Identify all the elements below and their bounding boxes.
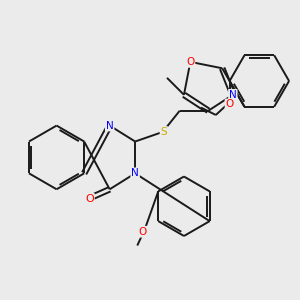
Text: S: S (160, 127, 167, 137)
Text: N: N (106, 121, 113, 130)
Text: N: N (229, 90, 237, 100)
Text: N: N (131, 168, 139, 178)
Text: O: O (226, 99, 234, 110)
Text: O: O (138, 227, 147, 237)
Text: O: O (186, 57, 194, 67)
Text: O: O (85, 194, 94, 204)
